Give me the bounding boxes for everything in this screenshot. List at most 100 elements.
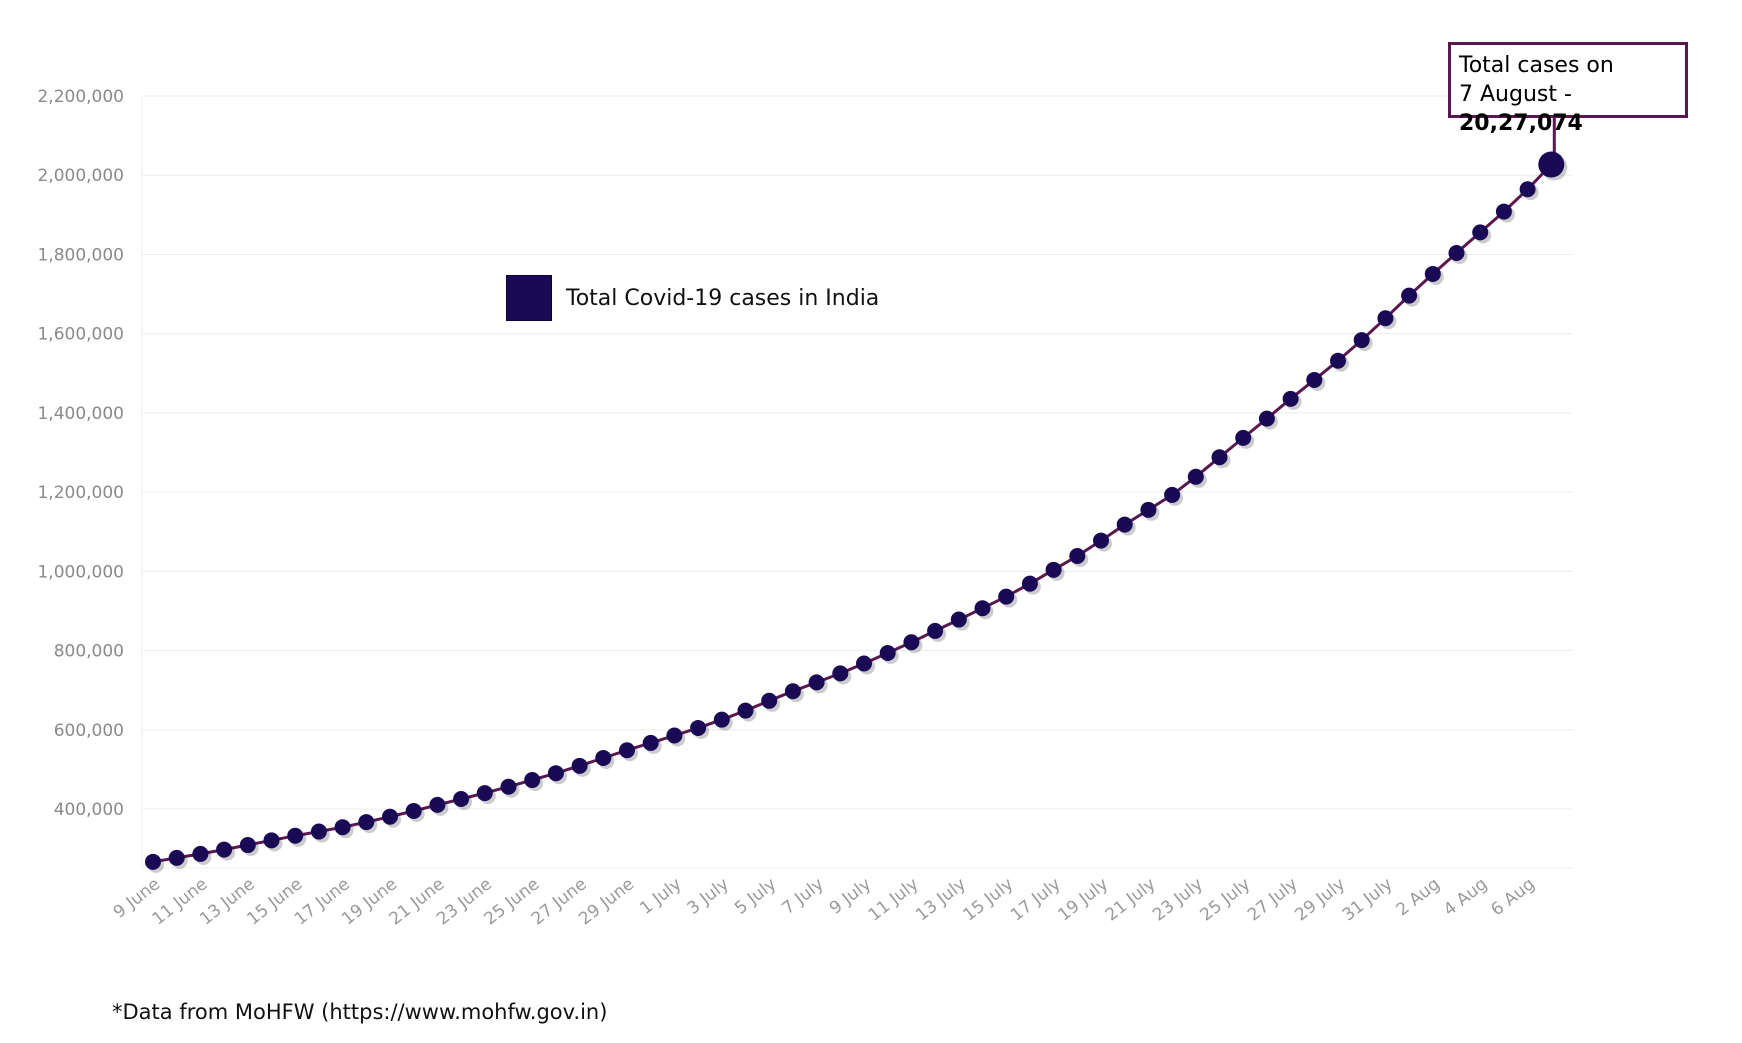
y-tick-label: 800,000 (54, 642, 124, 662)
data-point (619, 742, 635, 759)
y-tick-label: 2,200,000 (37, 87, 124, 107)
data-point (382, 808, 398, 825)
data-point (595, 749, 612, 766)
x-tick-label: 6 Aug (1487, 874, 1538, 920)
data-point (879, 645, 896, 662)
legend-swatch (506, 275, 552, 321)
y-tick-label: 1,000,000 (37, 562, 124, 582)
callout-line1: Total cases on (1459, 53, 1614, 78)
series-line (152, 163, 1553, 864)
data-point (1164, 486, 1181, 503)
grid-lines (142, 95, 1572, 810)
data-point (737, 702, 754, 719)
x-tick-label: 11 July (865, 874, 923, 925)
data-point (1021, 575, 1038, 592)
data-point (713, 711, 730, 728)
data-point (1448, 244, 1465, 261)
data-point (310, 823, 327, 840)
data-point (666, 727, 683, 744)
data-point (642, 734, 659, 751)
data-point (1495, 203, 1512, 220)
x-tick-label: 29 July (1291, 874, 1349, 925)
series-markers (145, 151, 1568, 873)
data-point (145, 853, 161, 870)
data-point (405, 802, 422, 819)
y-tick-label: 1,400,000 (37, 404, 124, 424)
y-tick-label: 1,600,000 (37, 325, 124, 345)
legend: Total Covid-19 cases in India (506, 275, 879, 321)
latest-total-callout: Total cases on 7 August - 20,27,074 (1448, 42, 1688, 136)
data-point (832, 665, 849, 682)
y-tick-label: 2,000,000 (37, 166, 124, 186)
data-point (429, 796, 446, 813)
source-footnote: *Data from MoHFW (https://www.mohfw.gov.… (112, 1000, 608, 1024)
data-point (1353, 332, 1370, 349)
data-point (927, 622, 944, 639)
x-tick-label: 17 July (1007, 874, 1065, 925)
data-point (1282, 390, 1299, 407)
x-tick-label: 23 July (1149, 874, 1207, 925)
x-tick-label: 19 July (1054, 874, 1112, 925)
callout-value: 20,27,074 (1459, 111, 1583, 136)
data-point (808, 674, 825, 691)
data-point (1093, 532, 1109, 549)
data-point (1424, 265, 1441, 282)
x-tick-label: 2 Aug (1393, 874, 1444, 920)
data-point (192, 845, 209, 862)
data-point (1330, 352, 1346, 369)
x-tick-label: 1 July (636, 874, 685, 919)
data-point (1211, 449, 1228, 466)
data-point (998, 588, 1015, 605)
data-point (1235, 429, 1252, 446)
data-point (476, 785, 493, 802)
data-point (856, 655, 872, 672)
data-point (453, 790, 470, 807)
callout-date: 7 August - (1459, 82, 1572, 107)
y-tick-label: 600,000 (54, 721, 124, 741)
x-tick-label: 7 July (778, 874, 827, 919)
x-tick-label: 5 July (731, 874, 780, 919)
data-point (216, 841, 233, 858)
data-point (358, 814, 375, 831)
x-tick-label: 13 July (912, 874, 970, 925)
data-point (571, 757, 588, 774)
data-point (1187, 468, 1204, 485)
data-point (1377, 310, 1394, 327)
data-point (524, 772, 541, 789)
x-tick-label: 4 Aug (1440, 874, 1491, 920)
data-point (1116, 516, 1133, 533)
legend-label: Total Covid-19 cases in India (566, 285, 880, 311)
x-tick-label: 21 July (1102, 874, 1160, 925)
data-point (1140, 501, 1157, 518)
data-point (168, 849, 185, 866)
y-axis-ticks: 400,000 600,000 800,000 1,000,000 1,200,000 1… (37, 87, 124, 820)
latest-data-point (1538, 151, 1565, 178)
x-tick-label: 27 July (1244, 874, 1302, 925)
data-point (1306, 371, 1323, 388)
data-point (784, 683, 801, 700)
data-point (950, 611, 967, 628)
x-tick-label: 3 July (684, 874, 733, 919)
callout-line2: 7 August - 20,27,074 (1459, 80, 1685, 138)
y-tick-label: 1,800,000 (37, 245, 124, 265)
y-tick-label: 1,200,000 (37, 483, 124, 503)
y-tick-label: 400,000 (54, 800, 124, 820)
data-point (974, 600, 991, 617)
data-point (903, 634, 920, 651)
data-point (1045, 561, 1062, 578)
data-point (1069, 547, 1086, 564)
data-point (547, 765, 564, 782)
data-point (263, 832, 280, 849)
x-tick-label: 15 July (960, 874, 1018, 925)
x-tick-label: 25 July (1197, 874, 1255, 925)
data-point (239, 837, 256, 854)
data-point (1519, 181, 1536, 198)
data-point (690, 719, 707, 736)
data-point (334, 819, 351, 836)
data-point (1401, 287, 1418, 304)
data-point (1258, 410, 1275, 427)
x-tick-label: 31 July (1339, 874, 1397, 925)
data-point (761, 692, 778, 709)
